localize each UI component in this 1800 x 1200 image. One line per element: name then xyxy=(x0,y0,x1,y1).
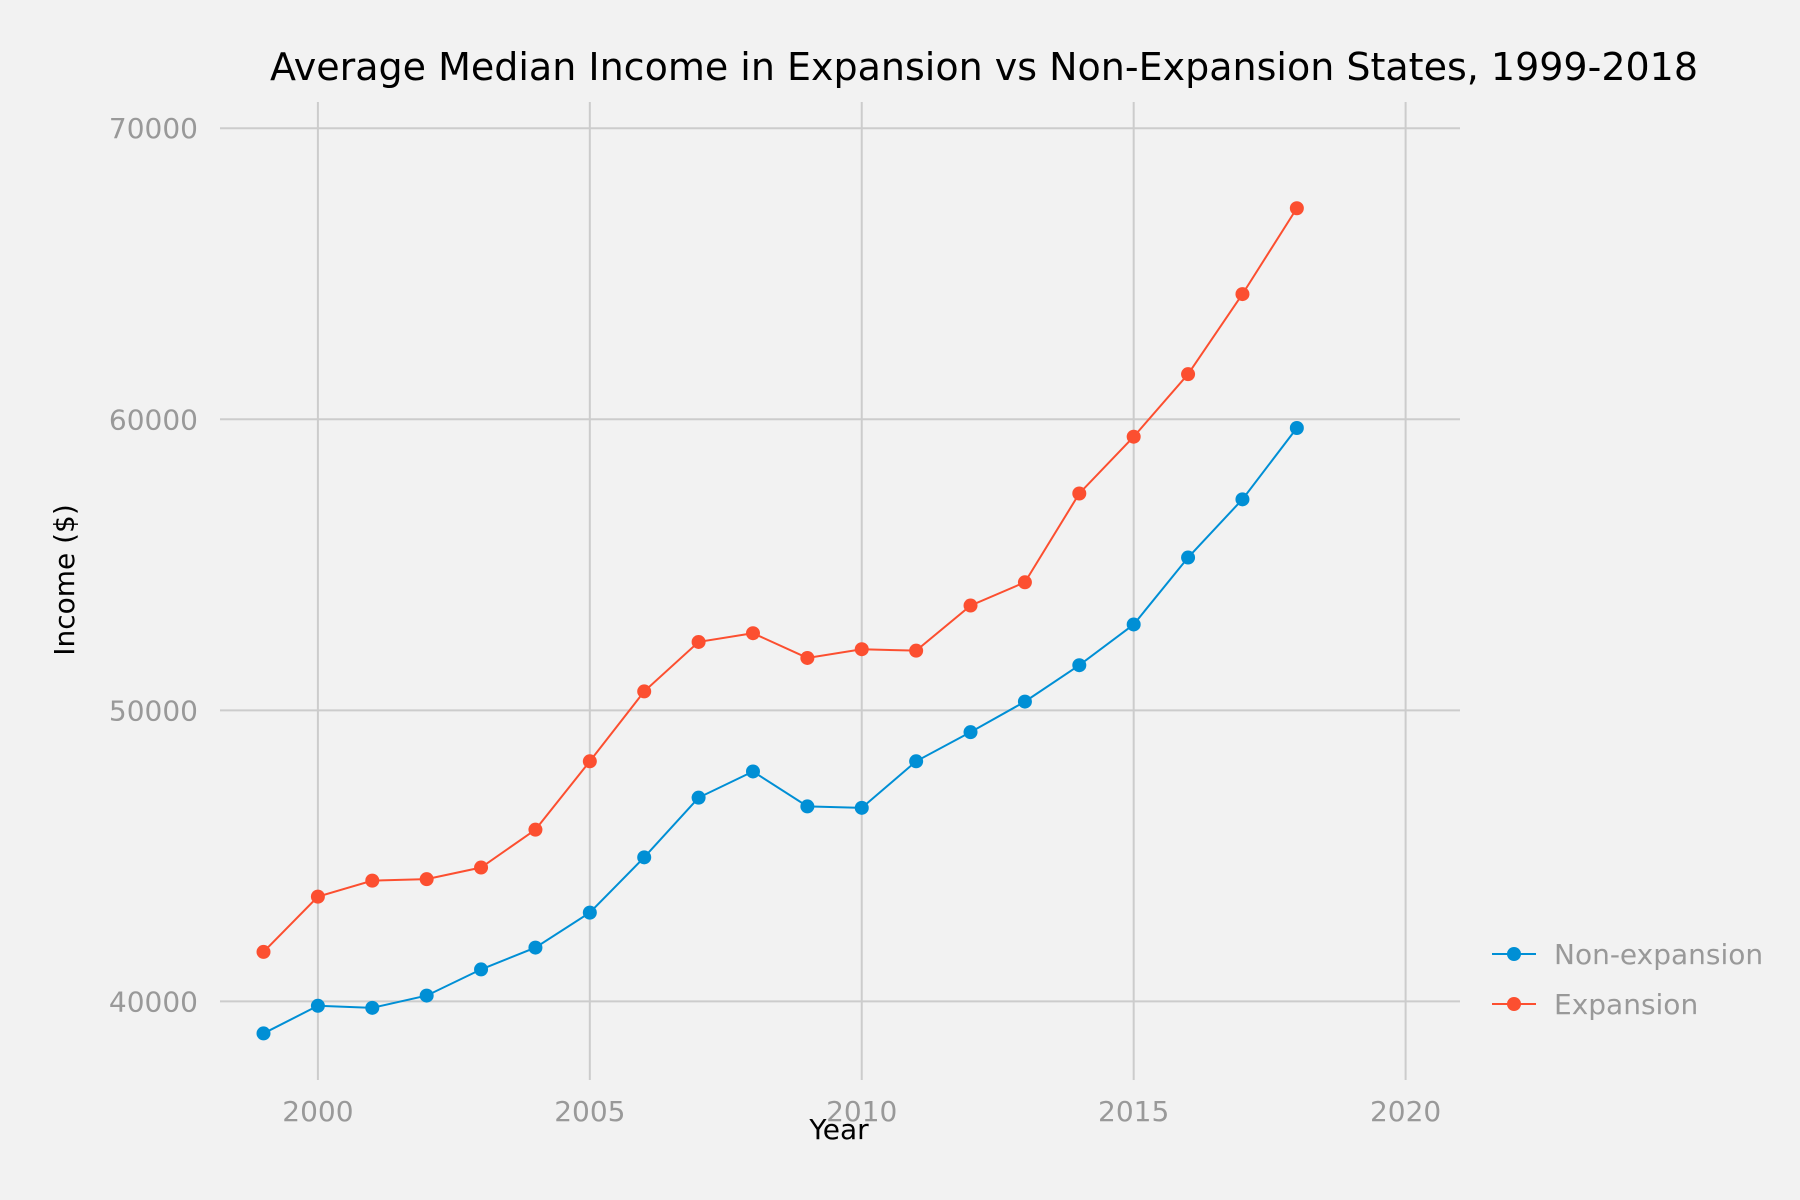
data-point-expansion xyxy=(691,634,706,649)
data-point-expansion xyxy=(365,873,380,888)
data-point-expansion xyxy=(963,598,978,613)
data-point-expansion xyxy=(800,650,815,665)
data-point-non-expansion xyxy=(963,725,978,740)
data-point-non-expansion xyxy=(528,940,543,955)
data-point-non-expansion xyxy=(474,962,489,977)
data-point-non-expansion xyxy=(1126,617,1141,632)
data-point-non-expansion xyxy=(310,998,325,1013)
data-point-expansion xyxy=(1181,367,1196,382)
x-tick-label: 2010 xyxy=(826,1095,897,1128)
data-point-non-expansion xyxy=(854,800,869,815)
chart-title: Average Median Income in Expansion vs No… xyxy=(270,45,1698,89)
data-point-expansion xyxy=(582,754,597,769)
data-point-expansion xyxy=(310,889,325,904)
legend-item-non-expansion: Non-expansion xyxy=(1492,938,1763,971)
data-point-expansion xyxy=(474,860,489,875)
data-point-non-expansion xyxy=(256,1026,271,1041)
y-tick-label: 70000 xyxy=(109,112,198,145)
x-axis-label: Year xyxy=(808,1113,869,1146)
data-point-expansion xyxy=(1235,287,1250,302)
x-tick-label: 2020 xyxy=(1370,1095,1441,1128)
data-point-expansion xyxy=(1289,201,1304,216)
legend-label: Non-expansion xyxy=(1554,938,1763,971)
x-axis-ticks: 2000 2005 2010 2015 2020 xyxy=(282,1095,1441,1128)
data-point-non-expansion xyxy=(1181,550,1196,565)
data-point-expansion xyxy=(256,944,271,959)
data-point-expansion xyxy=(637,684,652,699)
data-point-expansion xyxy=(1126,429,1141,444)
series-non-expansion xyxy=(256,421,1304,1041)
grid xyxy=(220,102,1460,1080)
data-point-non-expansion xyxy=(419,988,434,1003)
x-tick-label: 2000 xyxy=(282,1095,353,1128)
data-point-non-expansion xyxy=(582,905,597,920)
data-point-expansion xyxy=(1017,575,1032,590)
data-point-non-expansion xyxy=(909,754,924,769)
legend-marker xyxy=(1507,947,1521,961)
data-point-expansion xyxy=(528,822,543,837)
legend-marker xyxy=(1507,997,1521,1011)
data-point-non-expansion xyxy=(1289,421,1304,435)
data-point-non-expansion xyxy=(1235,492,1250,507)
data-point-expansion xyxy=(909,643,924,658)
data-point-non-expansion xyxy=(637,850,652,865)
series-line-expansion xyxy=(262,207,1298,953)
data-point-non-expansion xyxy=(691,790,706,805)
legend: Non-expansion Expansion xyxy=(1492,938,1763,1021)
data-point-expansion xyxy=(854,642,869,657)
y-tick-label: 60000 xyxy=(109,403,198,436)
data-point-expansion xyxy=(745,626,760,641)
data-point-non-expansion xyxy=(800,799,815,814)
series-line-non-expansion xyxy=(263,427,1298,1035)
data-point-non-expansion xyxy=(1072,658,1087,673)
series-layer xyxy=(256,201,1304,1041)
legend-item-expansion: Expansion xyxy=(1492,988,1698,1021)
data-point-expansion xyxy=(1072,486,1087,501)
y-axis-label: Income ($) xyxy=(48,504,81,656)
data-point-non-expansion xyxy=(745,764,760,779)
x-tick-label: 2015 xyxy=(1098,1095,1169,1128)
y-tick-label: 50000 xyxy=(109,694,198,727)
y-axis-ticks: 40000 50000 60000 70000 xyxy=(109,112,198,1018)
y-tick-label: 40000 xyxy=(109,985,198,1018)
series-expansion xyxy=(256,201,1304,959)
legend-label: Expansion xyxy=(1554,988,1698,1021)
data-point-expansion xyxy=(419,872,434,887)
data-point-non-expansion xyxy=(1017,694,1032,709)
data-point-non-expansion xyxy=(365,1000,380,1015)
x-tick-label: 2005 xyxy=(554,1095,625,1128)
